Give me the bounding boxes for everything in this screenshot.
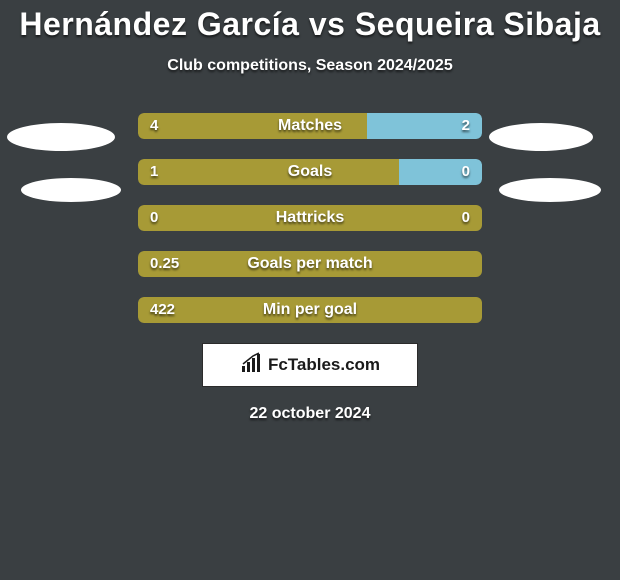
stat-value-right: 0 [462, 159, 470, 185]
bar-left [138, 159, 399, 185]
stat-value-left: 422 [150, 297, 175, 323]
bar-track [138, 251, 482, 277]
player-ellipse [499, 178, 601, 202]
stat-value-left: 1 [150, 159, 158, 185]
player-ellipse [489, 123, 593, 151]
bar-left [138, 297, 482, 323]
player-ellipse [21, 178, 121, 202]
subtitle: Club competitions, Season 2024/2025 [0, 57, 620, 75]
page-title: Hernández García vs Sequeira Sibaja [0, 0, 620, 43]
stat-value-left: 4 [150, 113, 158, 139]
bar-track [138, 159, 482, 185]
bar-left [138, 251, 482, 277]
stat-value-left: 0 [150, 205, 158, 231]
bar-left [138, 205, 482, 231]
stat-row: Goals per match0.25 [0, 251, 620, 277]
player-ellipse [7, 123, 115, 151]
bar-track [138, 205, 482, 231]
logo-box: FcTables.com [202, 343, 418, 387]
bar-track [138, 113, 482, 139]
stat-value-left: 0.25 [150, 251, 179, 277]
date-text: 22 october 2024 [0, 405, 620, 423]
bar-left [138, 113, 367, 139]
logo-text: FcTables.com [268, 355, 380, 375]
stat-value-right: 0 [462, 205, 470, 231]
chart-icon [240, 352, 264, 379]
stat-row: Min per goal422 [0, 297, 620, 323]
stat-value-right: 2 [462, 113, 470, 139]
stat-row: Hattricks00 [0, 205, 620, 231]
bar-track [138, 297, 482, 323]
